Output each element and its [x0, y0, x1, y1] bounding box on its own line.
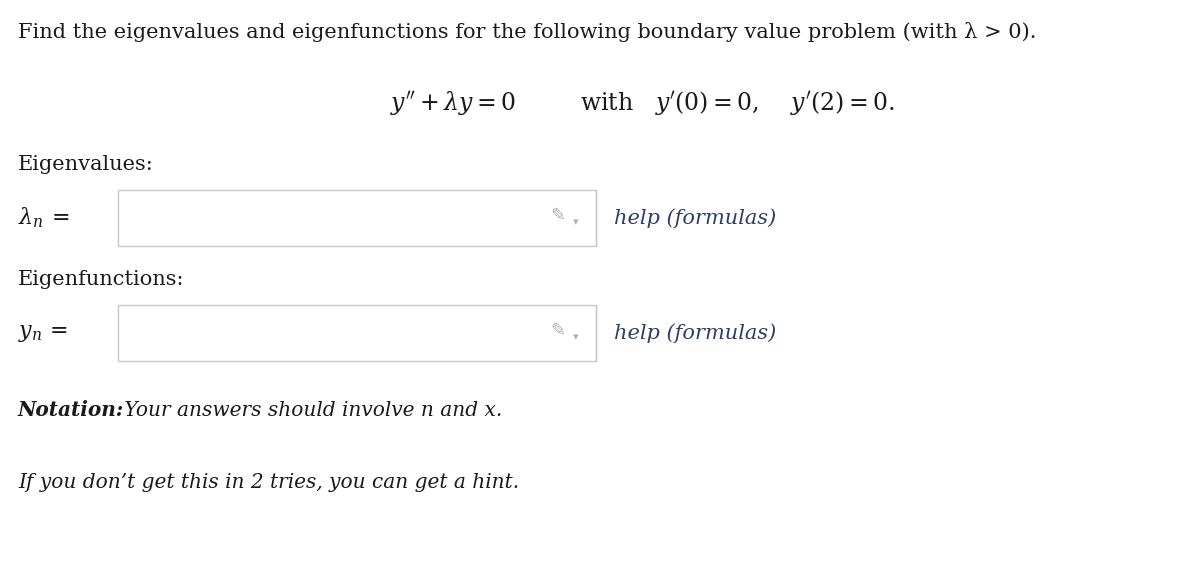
Text: Eigenvalues:: Eigenvalues:	[18, 155, 154, 174]
Text: help (formulas): help (formulas)	[614, 323, 776, 343]
Text: Eigenfunctions:: Eigenfunctions:	[18, 270, 185, 289]
FancyBboxPatch shape	[118, 305, 596, 361]
Text: ✎: ✎	[551, 322, 565, 340]
FancyBboxPatch shape	[118, 190, 596, 246]
Text: ✎: ✎	[551, 207, 565, 225]
Text: $y'' + \lambda y = 0$: $y'' + \lambda y = 0$	[390, 89, 516, 117]
Text: Find the eigenvalues and eigenfunctions for the following boundary value problem: Find the eigenvalues and eigenfunctions …	[18, 22, 1037, 42]
Text: $y_n\,=$: $y_n\,=$	[18, 323, 68, 344]
Text: Notation:: Notation:	[18, 400, 125, 420]
Text: Your answers should involve n and x.: Your answers should involve n and x.	[118, 401, 503, 419]
Text: If you don’t get this in 2 tries, you can get a hint.: If you don’t get this in 2 tries, you ca…	[18, 473, 520, 493]
Text: with   $y'(0) = 0,$: with $y'(0) = 0,$	[580, 89, 760, 117]
Text: $\lambda_n\,=$: $\lambda_n\,=$	[18, 206, 70, 231]
Text: help (formulas): help (formulas)	[614, 208, 776, 228]
Text: ▾: ▾	[574, 217, 578, 227]
Text: $y'(2) = 0.$: $y'(2) = 0.$	[790, 89, 895, 117]
Text: ▾: ▾	[574, 332, 578, 342]
